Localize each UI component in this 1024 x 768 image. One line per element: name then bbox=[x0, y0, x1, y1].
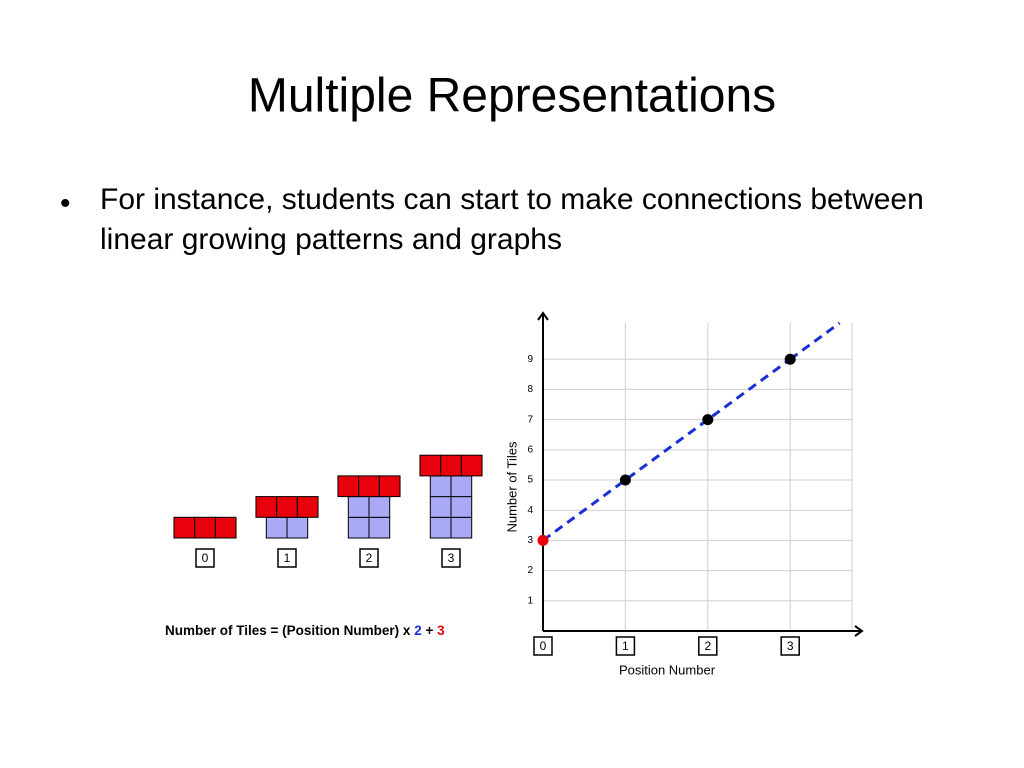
y-tick-label: 1 bbox=[527, 595, 533, 606]
bullet-dot: • bbox=[60, 187, 71, 220]
red-tile bbox=[440, 454, 462, 477]
position-label: 1 bbox=[284, 551, 291, 565]
blue-tile bbox=[450, 516, 473, 539]
formula-text: Number of Tiles = (Position Number) x bbox=[165, 623, 411, 638]
x-tick-label: 2 bbox=[704, 639, 711, 653]
y-tick-label: 6 bbox=[527, 444, 533, 455]
red-tile bbox=[460, 454, 483, 477]
position-label: 2 bbox=[366, 551, 373, 565]
red-tile bbox=[358, 475, 380, 498]
y-axis-label: Number of Tiles bbox=[504, 441, 519, 533]
y-tick-label: 8 bbox=[527, 384, 533, 395]
red-tile bbox=[378, 475, 401, 498]
point bbox=[537, 534, 549, 546]
blue-tile bbox=[347, 496, 370, 518]
point bbox=[702, 414, 714, 426]
y-tick-label: 3 bbox=[527, 535, 533, 546]
red-tile bbox=[214, 516, 237, 539]
position-label: 3 bbox=[448, 551, 455, 565]
red-tile bbox=[194, 516, 216, 539]
red-tile bbox=[337, 475, 360, 498]
blue-tile bbox=[450, 496, 473, 518]
red-tile bbox=[419, 454, 442, 477]
blue-tile bbox=[368, 516, 391, 539]
blue-tile bbox=[265, 516, 288, 539]
blue-tile bbox=[286, 516, 309, 539]
x-tick-box bbox=[533, 636, 553, 656]
x-tick-box bbox=[780, 636, 800, 656]
slide-title: Multiple Representations bbox=[248, 70, 776, 123]
y-axis bbox=[537, 311, 549, 631]
position-box bbox=[195, 548, 215, 568]
y-tick-label: 4 bbox=[527, 505, 533, 516]
formula-slope: 2 bbox=[414, 623, 422, 638]
formula-intercept: 3 bbox=[437, 623, 445, 638]
red-tile bbox=[276, 496, 298, 518]
formula-plus: + bbox=[425, 623, 433, 638]
x-tick-label: 1 bbox=[622, 639, 629, 653]
line-extension bbox=[789, 321, 841, 361]
blue-tile bbox=[429, 516, 452, 539]
y-tick-label: 7 bbox=[527, 414, 533, 425]
red-tile bbox=[255, 496, 278, 518]
x-tick-box bbox=[615, 636, 636, 656]
y-tick-label: 5 bbox=[527, 475, 533, 486]
red-tile bbox=[173, 516, 196, 539]
point bbox=[619, 474, 631, 486]
position-box bbox=[277, 548, 297, 568]
blue-tile bbox=[429, 475, 452, 498]
x-tick-label: 0 bbox=[540, 639, 547, 653]
position-box bbox=[359, 548, 379, 568]
x-axis bbox=[543, 625, 864, 637]
position-box bbox=[441, 548, 461, 568]
line bbox=[542, 358, 792, 542]
y-tick-label: 2 bbox=[527, 565, 533, 576]
blue-tile bbox=[368, 496, 391, 518]
x-axis-label: Position Number bbox=[619, 662, 716, 677]
x-tick-box bbox=[698, 636, 718, 656]
blue-tile bbox=[450, 475, 473, 498]
red-tile bbox=[296, 496, 319, 518]
blue-tile bbox=[347, 516, 370, 539]
bullet-text: For instance, students can start to make… bbox=[100, 183, 924, 256]
point bbox=[784, 353, 796, 365]
blue-tile bbox=[429, 496, 452, 518]
y-tick-label: 9 bbox=[527, 354, 533, 365]
x-tick-label: 3 bbox=[787, 639, 794, 653]
formula: Number of Tiles = (Position Number) x 2 … bbox=[165, 623, 445, 638]
bullet-box: For instance, students can start to make… bbox=[100, 183, 924, 256]
position-label: 0 bbox=[202, 551, 209, 565]
